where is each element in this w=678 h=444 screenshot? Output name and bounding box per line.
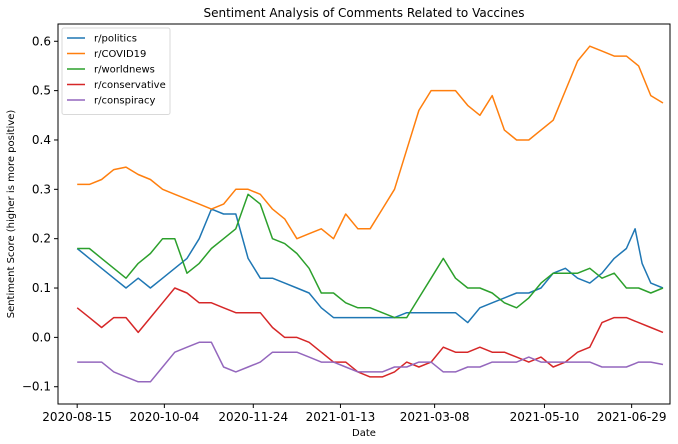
legend-label: r/conspiracy: [94, 96, 156, 107]
legend-label: r/politics: [94, 34, 137, 45]
x-tick-label: 2020-08-15: [42, 410, 112, 424]
x-axis: 2020-08-15 2020-10-04 2020-11-24 2021-01-13…: [42, 404, 667, 424]
legend-label: r/conservative: [94, 80, 166, 91]
x-tick-label: 2020-11-24: [218, 410, 288, 424]
series-layer: [76, 45, 664, 383]
chart-title: Sentiment Analysis of Comments Related t…: [204, 6, 525, 20]
x-axis-label: Date: [352, 428, 376, 439]
x-tick-label: 2020-10-04: [129, 410, 199, 424]
series-line-0: [76, 208, 664, 324]
series-line-2: [77, 193, 664, 319]
y-tick-label: 0.0: [32, 330, 51, 344]
x-tick-label: 2021-03-08: [400, 410, 470, 424]
y-tick-label: 0.5: [32, 84, 51, 98]
y-tick-label: 0.3: [32, 182, 51, 196]
legend: r/politics r/COVID19 r/worldnews r/conserva…: [61, 27, 171, 115]
legend-label: r/COVID19: [94, 49, 146, 60]
series-line-1: [77, 45, 664, 240]
legend-box: [61, 27, 171, 115]
plot-frame: [57, 23, 671, 405]
x-tick-label: 2021-05-10: [510, 410, 580, 424]
y-tick-label: 0.4: [32, 133, 51, 147]
series-line-4: [77, 341, 664, 383]
y-tick-label: 0.6: [32, 34, 51, 48]
y-tick-label: 0.1: [32, 281, 51, 295]
y-axis: −0.1 0.0 0.1 0.2 0.3 0.4 0.5 0.6: [22, 34, 58, 394]
x-tick-label: 2021-06-29: [597, 410, 667, 424]
y-tick-label: 0.2: [32, 232, 51, 246]
y-axis-label: Sentiment Score (higher is more positive…: [6, 110, 17, 319]
y-tick-label: −0.1: [22, 380, 51, 394]
x-tick-label: 2021-01-13: [306, 410, 376, 424]
legend-label: r/worldnews: [94, 65, 155, 76]
